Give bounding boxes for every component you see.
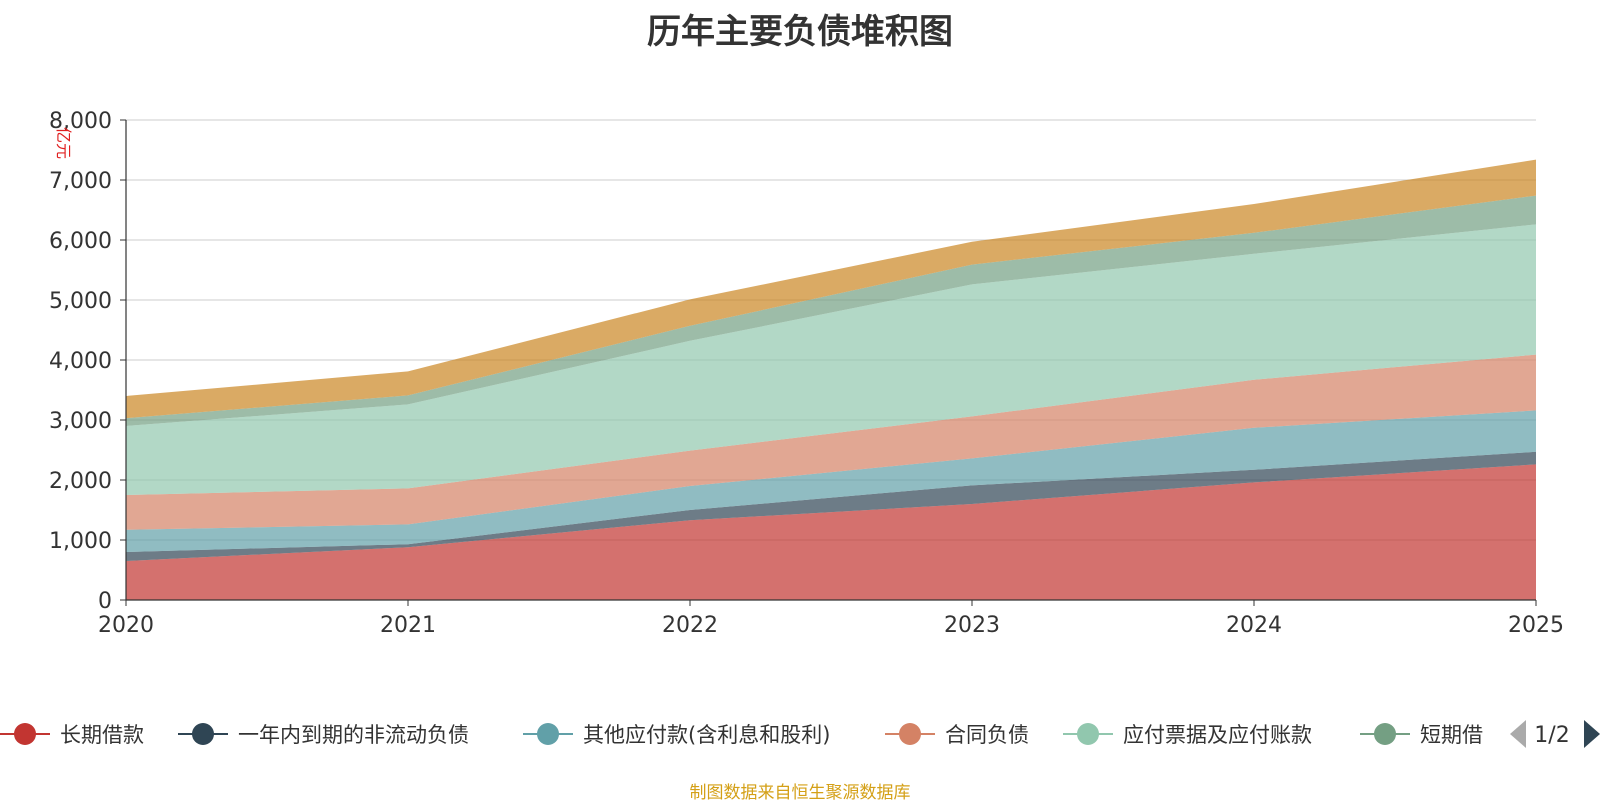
x-tick-label: 2022 bbox=[662, 613, 718, 638]
x-tick-label: 2024 bbox=[1226, 613, 1282, 638]
y-tick-label: 2,000 bbox=[49, 469, 112, 494]
y-axis-unit-label: 亿元 bbox=[54, 127, 73, 159]
y-tick-label: 1,000 bbox=[49, 529, 112, 554]
area-series-合同负债 bbox=[126, 354, 1536, 530]
chart-title: 历年主要负债堆积图 bbox=[647, 12, 953, 52]
y-tick-label: 8,000 bbox=[49, 109, 112, 134]
legend-marker bbox=[192, 723, 214, 745]
legend-item[interactable]: 其他应付款(含利息和股利) bbox=[523, 723, 830, 747]
legend-marker bbox=[1077, 723, 1099, 745]
source-note: 制图数据来自恒生聚源数据库 bbox=[689, 783, 911, 803]
area-series-一年内到期的非流动负债 bbox=[126, 451, 1536, 561]
x-tick-label: 2025 bbox=[1508, 613, 1564, 638]
y-tick-label: 7,000 bbox=[49, 169, 112, 194]
legend-label: 短期借 bbox=[1420, 723, 1483, 747]
x-tick-label: 2021 bbox=[380, 613, 436, 638]
legend[interactable]: 长期借款 一年内到期的非流动负债 其他应付款(含利息和股利) 合同负债 应付票据及应付账… bbox=[0, 720, 1600, 748]
area-layer bbox=[126, 159, 1536, 600]
legend-item[interactable]: 合同负债 bbox=[885, 723, 1029, 747]
y-tick-label: 3,000 bbox=[49, 409, 112, 434]
legend-prev-icon[interactable] bbox=[1510, 720, 1526, 748]
x-tick-label: 2020 bbox=[98, 613, 154, 638]
legend-item[interactable]: 长期借款 bbox=[0, 723, 144, 747]
area-series-其他应付款(含利息和股利) bbox=[126, 410, 1536, 552]
area-series-短期借款 bbox=[126, 195, 1536, 426]
legend-label: 应付票据及应付账款 bbox=[1123, 723, 1312, 747]
legend-item[interactable]: 短期借 bbox=[1360, 723, 1483, 747]
legend-marker bbox=[14, 723, 36, 745]
legend-label: 一年内到期的非流动负债 bbox=[238, 723, 469, 747]
legend-label: 长期借款 bbox=[60, 723, 144, 747]
y-tick-label: 0 bbox=[98, 589, 112, 614]
x-tick-label: 2023 bbox=[944, 613, 1000, 638]
y-tick-label: 5,000 bbox=[49, 289, 112, 314]
area-series-应付票据及应付账款 bbox=[126, 224, 1536, 495]
y-tick-label: 6,000 bbox=[49, 229, 112, 254]
legend-marker bbox=[899, 723, 921, 745]
area-series-长期借款 bbox=[126, 464, 1536, 600]
legend-item[interactable]: 一年内到期的非流动负债 bbox=[178, 723, 469, 747]
axis-layer: 0 1,000 2,000 3,000 4,000 5,000 6,000 7,000 8,00… bbox=[49, 109, 1564, 638]
legend-label: 合同负债 bbox=[945, 723, 1029, 747]
legend-page-indicator: 1/2 bbox=[1534, 723, 1569, 748]
legend-item[interactable]: 应付票据及应付账款 bbox=[1063, 723, 1312, 747]
area-series-其他 bbox=[126, 159, 1536, 419]
legend-label: 其他应付款(含利息和股利) bbox=[583, 723, 830, 747]
legend-next-icon[interactable] bbox=[1584, 720, 1600, 748]
legend-marker bbox=[1374, 723, 1396, 745]
legend-marker bbox=[537, 723, 559, 745]
y-tick-label: 4,000 bbox=[49, 349, 112, 374]
